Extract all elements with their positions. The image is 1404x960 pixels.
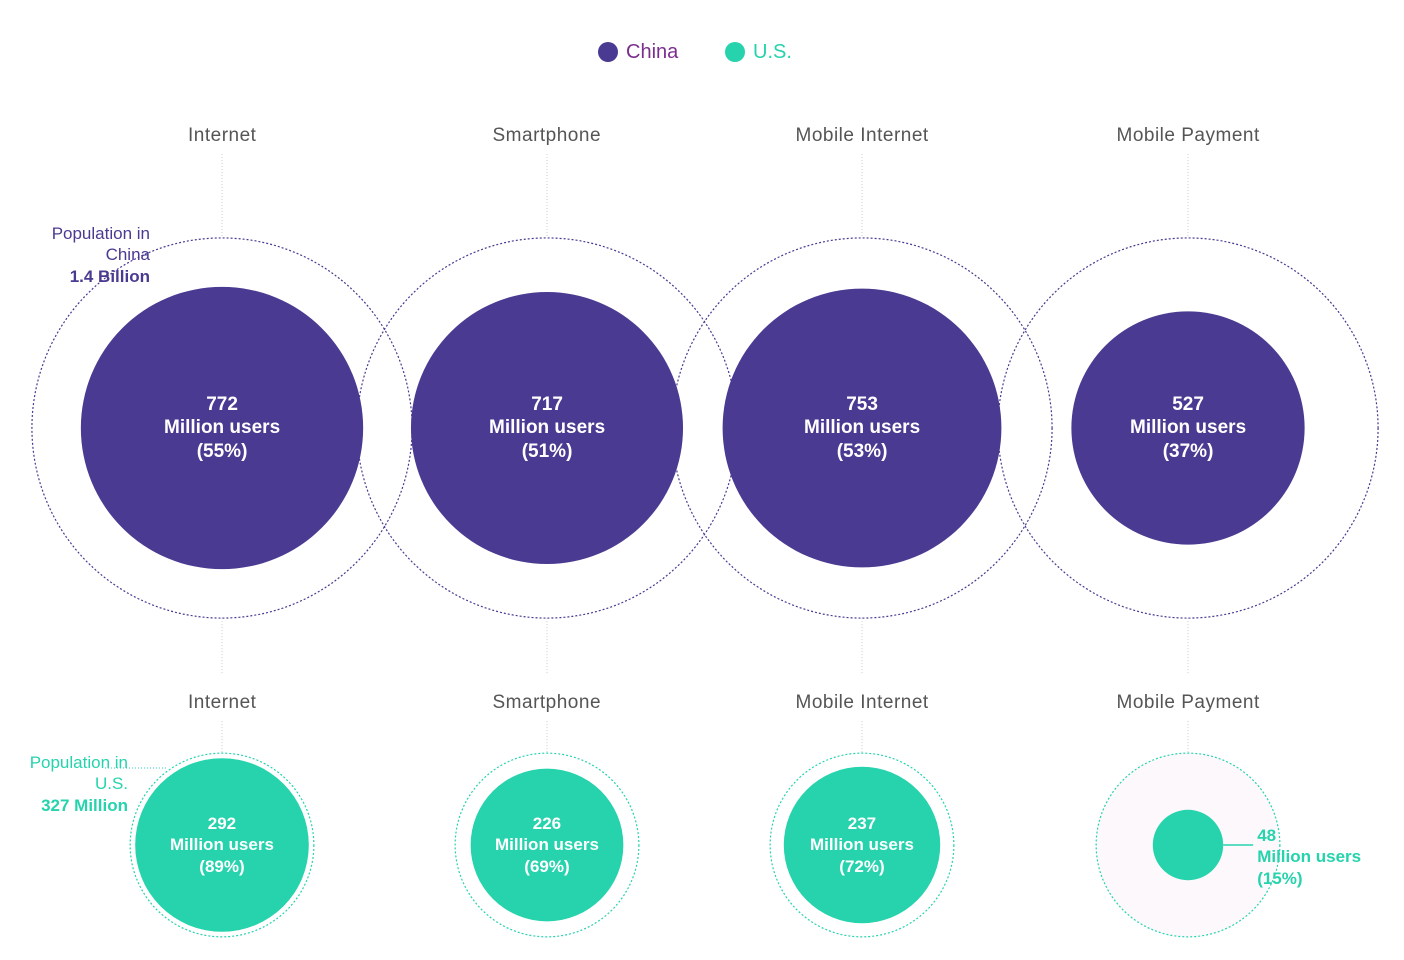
data-label-line: (69%) xyxy=(524,856,570,876)
population-label: 1.4 Billion xyxy=(69,266,150,286)
users-circle xyxy=(1152,809,1224,881)
population-caption: Population in U.S. 327 Million xyxy=(28,752,128,816)
category-label: Mobile Internet xyxy=(795,692,929,714)
data-label-line: (53%) xyxy=(836,441,888,462)
data-label-line: Million users xyxy=(164,417,281,439)
data-label-line: 237 xyxy=(847,814,877,833)
data-label-line: (72%) xyxy=(839,856,885,876)
data-label-line: 48 xyxy=(1257,826,1277,845)
legend-label: U.S. xyxy=(753,41,792,63)
users-circle xyxy=(470,768,624,922)
data-label-line: 717 xyxy=(531,393,563,415)
data-label-line: (55%) xyxy=(196,441,248,462)
legend-swatch xyxy=(725,42,745,62)
population-caption: Population in China 1.4 Billion xyxy=(50,223,150,287)
data-label-line: 226 xyxy=(532,814,562,833)
data-label: 527 Million users (37%) xyxy=(1130,393,1246,464)
users-circle xyxy=(1071,311,1305,545)
data-label: 226 Million users (69%) xyxy=(495,813,599,877)
data-label-line: 753 xyxy=(846,393,878,415)
category-label: Mobile Internet xyxy=(795,125,929,146)
population-label: 327 Million xyxy=(41,795,128,815)
population-circle xyxy=(997,237,1379,619)
data-label-line: (15%) xyxy=(1257,868,1303,888)
population-circle xyxy=(454,752,640,938)
data-label-line: Million users xyxy=(495,835,599,855)
data-label-line: 292 xyxy=(207,814,237,833)
data-label-line: Million users xyxy=(170,835,274,855)
data-label-line: Million users xyxy=(810,835,914,855)
category-label: Internet xyxy=(188,125,257,146)
users-circle xyxy=(135,758,309,932)
users-circle xyxy=(783,766,941,924)
data-label: 717 Million users (51%) xyxy=(489,393,605,464)
category-label: Internet xyxy=(188,692,257,714)
population-caption-text: Population in U.S. xyxy=(29,753,128,794)
data-label-line: (51%) xyxy=(521,441,573,462)
data-label-line: 772 xyxy=(206,393,238,415)
data-label-line: (37%) xyxy=(1162,441,1214,462)
category-label: Mobile Payment xyxy=(1116,692,1260,714)
population-circle xyxy=(671,237,1053,619)
users-circle xyxy=(80,286,364,570)
legend-label: China xyxy=(626,41,679,63)
category-label: Mobile Payment xyxy=(1116,125,1260,146)
population-circle xyxy=(129,752,315,938)
legend-swatch xyxy=(598,42,618,62)
data-label-line: (89%) xyxy=(199,856,245,876)
data-label-line: Million users xyxy=(804,417,921,439)
data-label: 292 Million users (89%) xyxy=(170,813,274,877)
users-circle xyxy=(410,291,684,565)
data-label-line: Million users xyxy=(1257,847,1362,867)
data-label-line: Million users xyxy=(489,417,606,439)
data-label-line: 527 xyxy=(1172,393,1204,415)
population-circle xyxy=(769,752,955,938)
data-label: 48 Million users (15%) xyxy=(1257,825,1361,889)
users-circle xyxy=(722,288,1002,568)
category-label: Smartphone xyxy=(492,692,602,714)
category-label: Smartphone xyxy=(492,125,602,146)
data-label: 753 Million users (53%) xyxy=(804,393,920,464)
data-label: 237 Million users (72%) xyxy=(810,813,914,877)
population-caption-text: Population in China xyxy=(51,224,150,265)
data-label: 772 Million users (55%) xyxy=(164,393,280,464)
data-label-line: Million users xyxy=(1130,417,1247,439)
